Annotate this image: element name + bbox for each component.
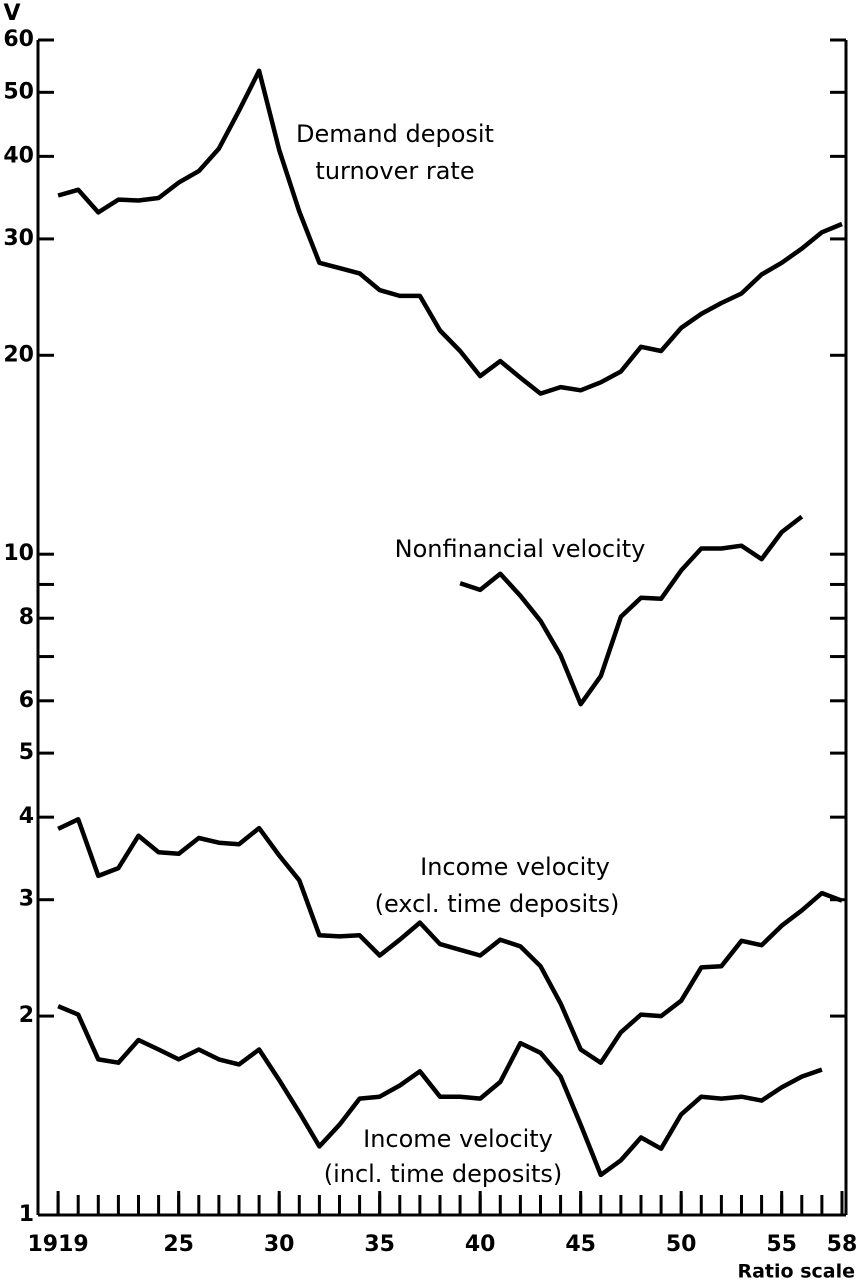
annotation: (excl. time deposits) bbox=[375, 890, 620, 918]
x-tick-label: 40 bbox=[465, 1232, 496, 1257]
x-tick-label: 35 bbox=[364, 1232, 395, 1257]
annotation: Income velocity bbox=[420, 853, 610, 881]
series-line bbox=[57, 1004, 823, 1178]
x-tick-label: 55 bbox=[766, 1232, 797, 1257]
y-tick-label: 40 bbox=[3, 143, 34, 168]
annotation: turnover rate bbox=[315, 157, 474, 185]
y-tick-label: 1 bbox=[19, 1202, 34, 1227]
y-tick-label: 3 bbox=[19, 887, 34, 912]
x-tick-label: 50 bbox=[666, 1232, 697, 1257]
x-tick-label: 45 bbox=[565, 1232, 596, 1257]
y-tick-label: 30 bbox=[3, 226, 34, 251]
y-tick-label: 4 bbox=[19, 804, 34, 829]
y-axis-label: V bbox=[3, 1, 20, 26]
annotation: Income velocity bbox=[363, 1125, 553, 1153]
annotation: Nonfinancial velocity bbox=[395, 535, 646, 563]
y-tick-label: 50 bbox=[3, 79, 34, 104]
x-note: Ratio scale bbox=[737, 1261, 855, 1283]
annotation: Demand deposit bbox=[296, 120, 494, 148]
y-tick-label: 8 bbox=[19, 605, 34, 630]
y-tick-label: 2 bbox=[19, 1003, 34, 1028]
x-tick-label: 25 bbox=[163, 1232, 194, 1257]
y-tick-label: 5 bbox=[19, 740, 34, 765]
x-tick-label: 58 bbox=[827, 1232, 858, 1257]
x-tick-label: 30 bbox=[264, 1232, 295, 1257]
x-tick-label: 1919 bbox=[27, 1232, 88, 1257]
series-line bbox=[459, 514, 804, 707]
annotation: (incl. time deposits) bbox=[324, 1160, 563, 1188]
y-tick-label: 6 bbox=[19, 688, 34, 713]
series-line bbox=[57, 68, 843, 396]
y-tick-label: 60 bbox=[3, 27, 34, 52]
series-line bbox=[57, 817, 843, 1065]
y-tick-label: 20 bbox=[3, 342, 34, 367]
y-tick-label: 10 bbox=[3, 541, 34, 566]
